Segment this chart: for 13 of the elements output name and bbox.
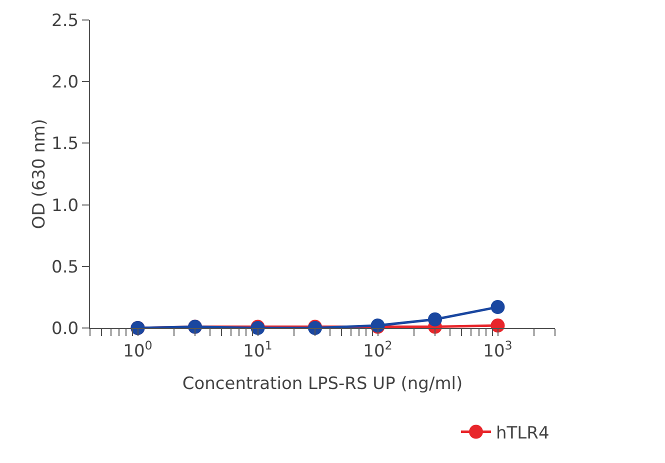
- x-tick-label: 10$^{3}$: [483, 338, 512, 362]
- y-tick-label: 2.0: [52, 72, 79, 93]
- y-axis-title: OD (630 nm): [30, 118, 50, 230]
- x-tick-label: 10$^{2}$: [363, 338, 392, 362]
- y-tick-label: 0.5: [52, 257, 79, 278]
- x-tick-label: 10$^{0}$: [123, 338, 152, 362]
- y-tick-label: 0.0: [52, 318, 79, 339]
- y-tick-label: 1.5: [52, 134, 79, 154]
- y-tick-label: 2.5: [52, 10, 79, 31]
- x-tick-label: 10$^{1}$: [243, 338, 272, 362]
- legend-label: hTLR4: [496, 423, 550, 444]
- x-axis-title: Concentration LPS-RS UP (ng/ml): [182, 374, 463, 394]
- y-tick-label: 1.0: [52, 196, 79, 216]
